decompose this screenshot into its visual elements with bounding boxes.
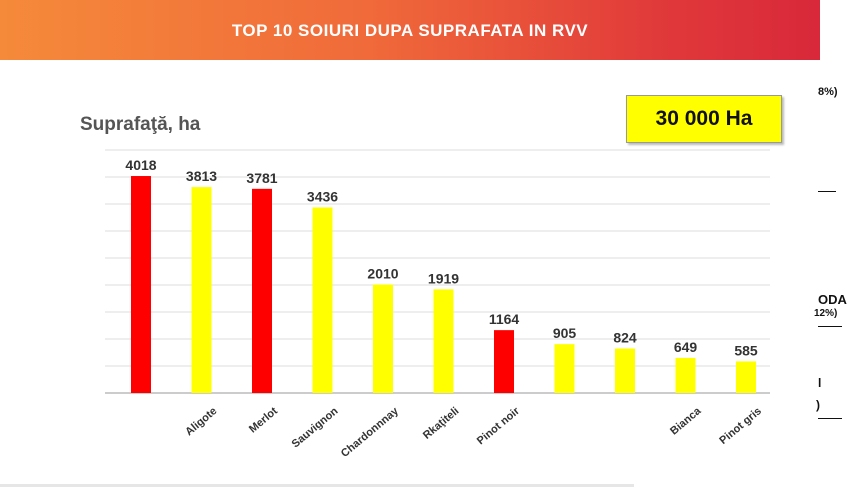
- title-banner: [0, 0, 820, 60]
- bar: [554, 344, 575, 393]
- side-divider-2: [818, 326, 842, 327]
- bar: [736, 361, 756, 393]
- side-fragment-3: 12%): [814, 308, 838, 319]
- category-label: Rkaţiteli: [421, 405, 461, 442]
- bar: [131, 176, 151, 393]
- data-label: 585: [734, 342, 758, 358]
- side-fragment-5: ): [816, 398, 820, 412]
- side-divider-3: [818, 418, 842, 419]
- total-area-box: 30 000 Ha: [626, 95, 782, 143]
- data-label: 1919: [428, 270, 459, 286]
- data-label: 4018: [125, 157, 156, 173]
- chart-title: TOP 10 SOIURI DUPA SUPRAFATA IN RVV: [231, 21, 589, 40]
- category-label: Chardonnnay: [339, 405, 402, 460]
- bar: [252, 188, 272, 393]
- data-label: 2010: [367, 265, 398, 281]
- y-axis-label: Suprafaţă, ha: [80, 114, 201, 135]
- category-label: Sauvignon: [290, 405, 341, 451]
- category-label: Pinot noir: [475, 405, 523, 448]
- side-fragment-1: 8%): [818, 86, 838, 98]
- data-label: 824: [613, 330, 637, 346]
- bar: [675, 357, 696, 393]
- bar: [191, 187, 212, 393]
- category-label: Bianca: [668, 405, 704, 438]
- bottom-rule: [0, 484, 634, 487]
- data-label: 1164: [489, 311, 520, 327]
- bar: [433, 289, 454, 393]
- bar: [494, 330, 514, 393]
- bar: [312, 207, 333, 393]
- category-label: Merlot: [247, 405, 280, 436]
- data-label: 3436: [307, 188, 338, 204]
- bar: [373, 284, 393, 393]
- side-fragment-2: ODA: [818, 292, 847, 307]
- side-divider-1: [818, 191, 836, 192]
- data-label: 905: [553, 325, 577, 341]
- bar: [615, 348, 635, 393]
- data-label: 3781: [246, 170, 277, 186]
- category-label: Aligote: [183, 405, 219, 438]
- side-fragment-4: l: [818, 376, 822, 390]
- data-label: 649: [674, 339, 698, 355]
- data-label: 3813: [186, 168, 217, 184]
- category-label: Pinot gris: [717, 405, 764, 447]
